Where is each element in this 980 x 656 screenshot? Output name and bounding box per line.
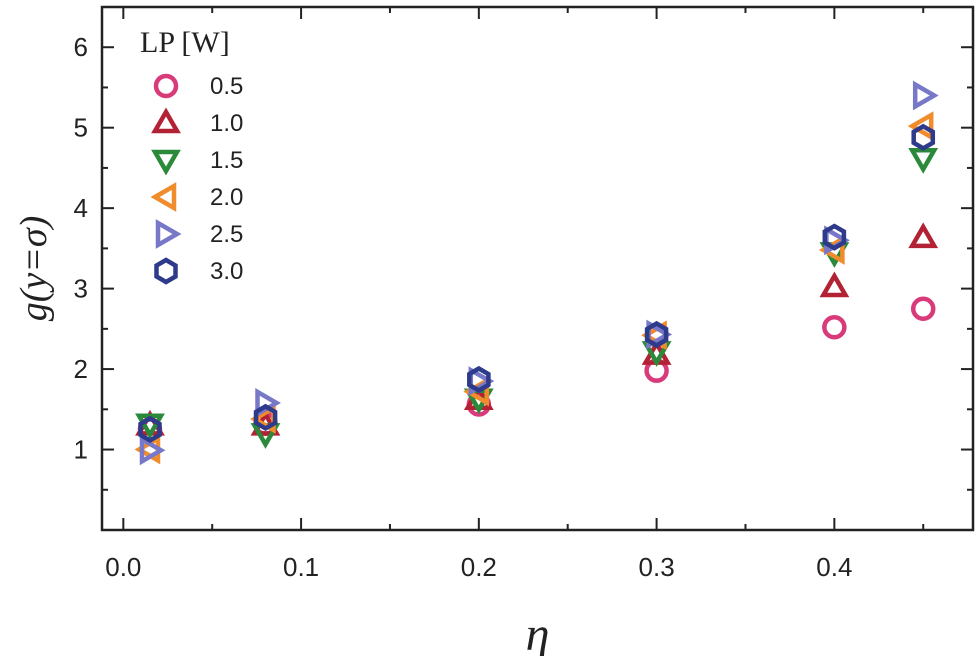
legend-marker <box>151 107 181 134</box>
x-tick-label: 0.1 <box>283 552 319 582</box>
data-point <box>910 296 936 321</box>
data-point <box>139 435 166 466</box>
data-point <box>135 413 165 440</box>
x-tick-label: 0.2 <box>461 552 497 582</box>
y-tick-label: 4 <box>74 193 88 223</box>
y-tick-label: 1 <box>74 435 88 465</box>
legend-label: 2.5 <box>210 221 243 248</box>
data-points <box>134 80 939 466</box>
legend-marker <box>155 219 182 249</box>
legend-marker <box>151 149 181 176</box>
series-3.0 <box>138 123 936 443</box>
legend-title: LP [W] <box>140 26 230 59</box>
legend-label: 2.0 <box>210 184 243 211</box>
data-point <box>907 111 934 142</box>
data-point <box>138 415 162 443</box>
y-tick-label: 3 <box>74 274 88 304</box>
data-point <box>912 80 939 111</box>
x-axis-label: η <box>526 608 550 656</box>
x-tick-label: 0.0 <box>105 552 141 582</box>
legend: LP [W] 0.5 1.0 1.5 2.0 2.5 3.0 <box>140 26 243 285</box>
legend-marker <box>154 257 178 285</box>
series-2.5 <box>139 80 939 466</box>
data-point <box>911 123 936 151</box>
legend-label: 1.0 <box>210 110 243 137</box>
data-point <box>908 148 939 174</box>
legend-marker <box>153 73 179 99</box>
legend-marker <box>150 182 177 212</box>
data-point <box>822 314 847 340</box>
data-point <box>822 223 847 251</box>
data-point <box>819 271 850 298</box>
data-point <box>644 320 669 349</box>
y-tick-label: 5 <box>74 113 88 143</box>
x-tick-label: 0.3 <box>639 552 675 582</box>
legend-label: 1.5 <box>210 147 243 174</box>
y-tick-label: 6 <box>74 32 88 62</box>
data-point <box>908 222 939 249</box>
data-point <box>253 403 278 431</box>
axes: 0.0 0.1 0.2 0.3 0.4 1 2 3 4 5 6 <box>74 5 975 582</box>
y-tick-label: 2 <box>74 354 88 384</box>
x-tick-label: 0.4 <box>816 552 852 582</box>
data-point <box>818 235 845 265</box>
y-axis-label: g(y=σ) <box>13 216 55 322</box>
plot-frame <box>100 5 975 532</box>
legend-label: 0.5 <box>210 73 243 100</box>
data-point <box>467 365 491 394</box>
legend-label: 3.0 <box>210 258 243 285</box>
